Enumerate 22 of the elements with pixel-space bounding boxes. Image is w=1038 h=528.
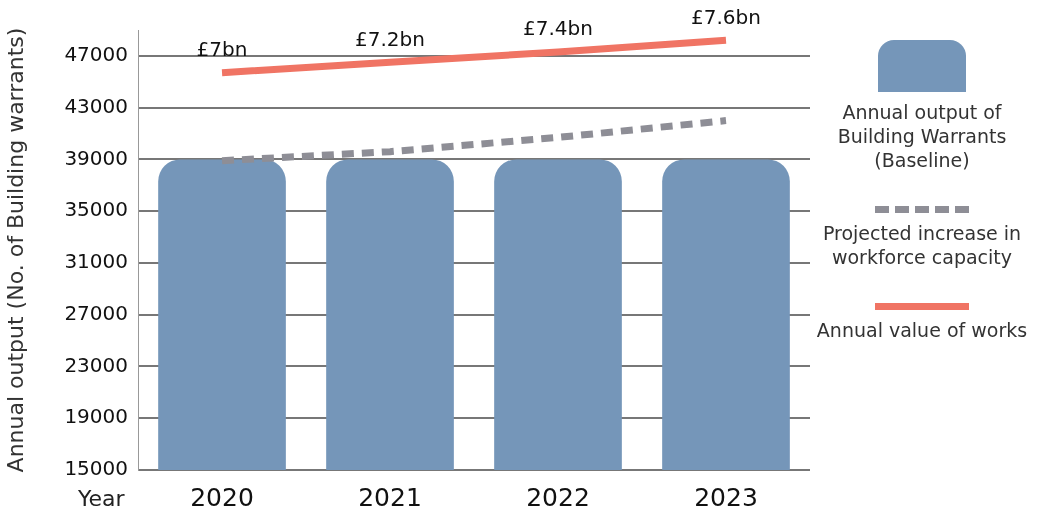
y-tick-label: 47000: [64, 42, 129, 67]
y-tick-label: 23000: [64, 352, 129, 377]
x-tick-label: 2023: [694, 482, 758, 512]
y-tick-label: 19000: [64, 404, 129, 429]
y-axis-title: Annual output (No. of Building warrants): [2, 27, 28, 473]
y-tick-label: 39000: [64, 145, 129, 170]
x-axis-title: Year: [77, 485, 126, 511]
y-tick-label: 27000: [64, 300, 129, 325]
y-tick-label: 43000: [64, 93, 129, 118]
annotation: £7.2bn: [355, 26, 425, 51]
legend-label: Projected increase in workforce capacity: [821, 221, 1023, 269]
x-tick-label: 2020: [190, 482, 254, 512]
x-tick-label: 2022: [526, 482, 590, 512]
text: Annual output of Building Warrants (Baseline): [836, 100, 1008, 172]
y-tick-label: 15000: [64, 456, 129, 481]
annotation: £7.6bn: [691, 4, 761, 29]
y-tick-label: 35000: [64, 197, 129, 222]
annotation: £7bn: [196, 36, 248, 61]
annotation: £7.4bn: [523, 16, 593, 41]
y-tick-label: 31000: [64, 249, 129, 274]
legend-label: Annual value of works: [816, 318, 1028, 342]
x-tick-label: 2021: [358, 482, 422, 512]
